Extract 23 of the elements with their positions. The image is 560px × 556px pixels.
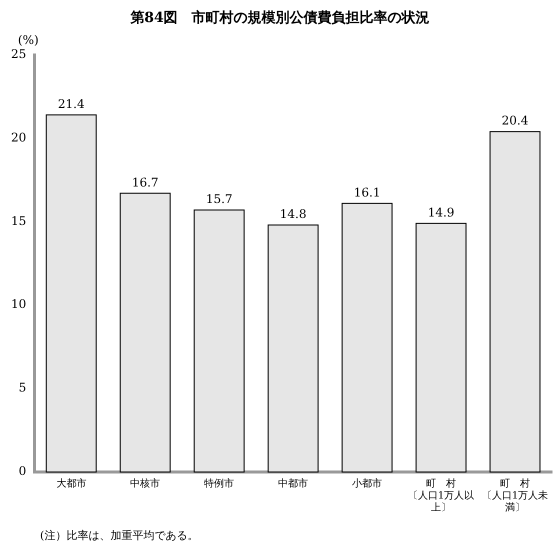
data-label: 20.4	[502, 114, 529, 128]
x-tick-label: 町 村〔人口1万人未満〕	[482, 478, 548, 514]
data-label: 15.7	[206, 192, 233, 206]
x-tick-label: 小都市	[352, 478, 382, 490]
y-tick-label: 0	[18, 464, 26, 478]
x-tick-label: 特例市	[204, 478, 234, 490]
y-tick-label: 20	[10, 130, 26, 144]
y-tick-label: 10	[10, 297, 26, 312]
x-tick-label: 大都市	[56, 478, 86, 490]
data-label: 16.1	[354, 185, 380, 200]
data-label: 14.8	[280, 207, 306, 222]
chart-title: 第84図 市町村の規模別公債費負担比率の状況	[129, 9, 430, 26]
text: (注）比率は、加重平均である。	[40, 528, 198, 543]
data-label: 16.7	[132, 175, 159, 190]
x-tick-label: 中都市	[278, 478, 308, 490]
y-tick-label: 25	[10, 46, 26, 61]
y-tick-label: 15	[10, 214, 26, 228]
data-label: 14.9	[428, 205, 454, 220]
data-label: 21.4	[58, 97, 85, 111]
x-tick-label: 町 村〔人口1万人以上〕	[408, 478, 474, 514]
y-axis-title: (%)	[18, 32, 39, 47]
y-tick-label: 5	[18, 380, 26, 395]
x-tick-label: 中核市	[130, 478, 160, 490]
